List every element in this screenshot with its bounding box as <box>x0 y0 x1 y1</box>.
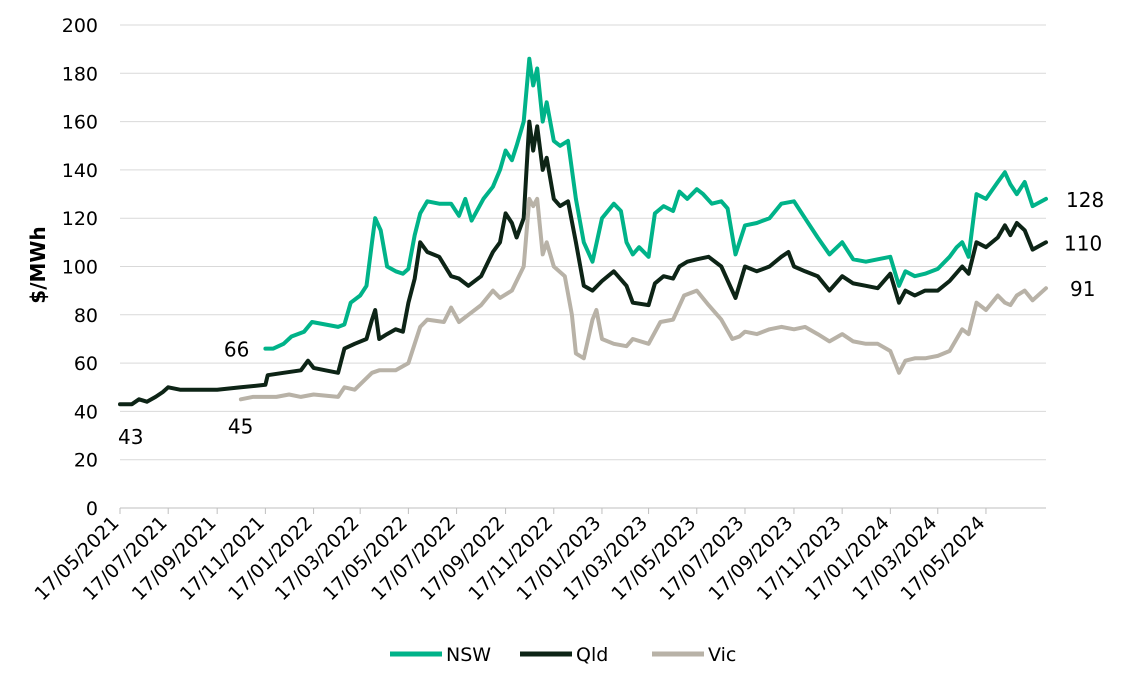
y-tick-label: 140 <box>62 160 98 182</box>
y-tick-label: 200 <box>62 15 98 37</box>
y-axis-label: $/MWh <box>26 226 50 303</box>
series-line-nsw <box>263 56 1048 351</box>
y-tick-label: 40 <box>74 401 98 423</box>
legend-label-vic: Vic <box>708 644 736 666</box>
data-label: 128 <box>1066 188 1104 212</box>
data-label: 91 <box>1070 277 1095 301</box>
data-label: 66 <box>224 338 249 362</box>
y-tick-label: 80 <box>74 305 98 327</box>
y-axis-ticks: 0 20 40 60 80 100 120 140 160 180 200 <box>62 15 98 520</box>
gridlines <box>120 24 1046 461</box>
data-label: 110 <box>1064 231 1102 255</box>
data-label: 43 <box>118 425 143 449</box>
data-label: 45 <box>228 414 253 438</box>
legend-label-nsw: NSW <box>446 644 491 666</box>
y-tick-label: 60 <box>74 353 98 375</box>
series-lines <box>118 56 1048 407</box>
y-tick-label: 180 <box>62 63 98 85</box>
x-axis: 17/05/202117/07/202117/09/202117/11/2021… <box>31 507 1046 605</box>
y-tick-label: 20 <box>74 450 98 472</box>
y-tick-label: 100 <box>62 257 98 279</box>
y-tick-label: 0 <box>86 498 98 520</box>
legend-label-qld: Qld <box>576 644 608 666</box>
legend: NSW Qld Vic <box>390 644 736 666</box>
annotations: 128 110 91 66 43 45 <box>118 188 1104 449</box>
series-line-vic <box>238 196 1048 402</box>
series-line-qld <box>118 119 1048 407</box>
y-tick-label: 120 <box>62 208 98 230</box>
y-tick-label: 160 <box>62 112 98 134</box>
